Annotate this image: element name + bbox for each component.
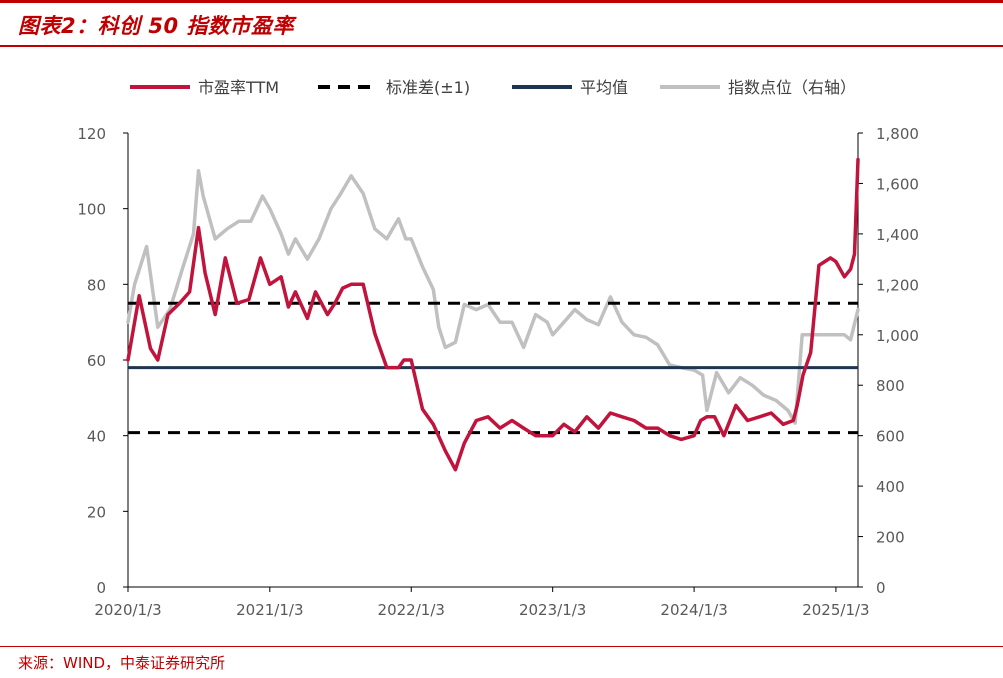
right-tick-label: 1,600 xyxy=(876,175,919,193)
right-tick-label: 1,800 xyxy=(876,125,919,143)
title-top-rule xyxy=(0,0,1003,3)
pe-ttm-line xyxy=(126,157,860,472)
title-bar: 图表2：科创 50 指数市盈率 xyxy=(0,0,1003,48)
right-tick-label: 1,400 xyxy=(876,226,919,244)
chart-title: 图表2：科创 50 指数市盈率 xyxy=(18,14,294,38)
x-tick-label: 2024/1/3 xyxy=(660,601,727,619)
x-tick-label: 2021/1/3 xyxy=(236,601,303,619)
legend-label: 市盈率TTM xyxy=(198,78,279,97)
right-tick-label: 200 xyxy=(876,529,905,547)
x-tick-label: 2025/1/3 xyxy=(802,601,869,619)
index-level-line xyxy=(126,169,860,425)
right-tick-label: 1,000 xyxy=(876,327,919,345)
x-tick-label: 2022/1/3 xyxy=(378,601,445,619)
legend-label: 标准差(±1) xyxy=(386,78,470,97)
left-tick-label: 40 xyxy=(87,428,106,446)
title-bottom-rule xyxy=(0,45,1003,47)
x-tick-label: 2020/1/3 xyxy=(94,601,161,619)
left-tick-label: 80 xyxy=(87,276,106,294)
right-tick-label: 0 xyxy=(876,579,886,597)
left-tick-label: 60 xyxy=(87,352,106,370)
left-tick-label: 120 xyxy=(77,125,106,143)
legend-label: 平均值 xyxy=(580,78,628,97)
right-tick-label: 1,200 xyxy=(876,276,919,294)
left-tick-label: 100 xyxy=(77,201,106,219)
source-rule xyxy=(0,646,1003,647)
right-tick-label: 400 xyxy=(876,478,905,496)
right-tick-label: 600 xyxy=(876,428,905,446)
right-tick-label: 800 xyxy=(876,377,905,395)
chart-area: 0 20 40 60 80 100 120 0 200 400 600 800 1,000 1,200 1,… xyxy=(0,62,1003,632)
pe-ratio-chart: 0 20 40 60 80 100 120 0 200 400 600 800 1,000 1,200 1,… xyxy=(77,78,919,619)
legend-label: 指数点位（右轴） xyxy=(728,78,856,97)
left-tick-label: 20 xyxy=(87,503,106,521)
x-tick-label: 2023/1/3 xyxy=(519,601,586,619)
left-tick-label: 0 xyxy=(96,579,106,597)
source-note: 来源：WIND，中泰证券研究所 xyxy=(18,654,226,672)
